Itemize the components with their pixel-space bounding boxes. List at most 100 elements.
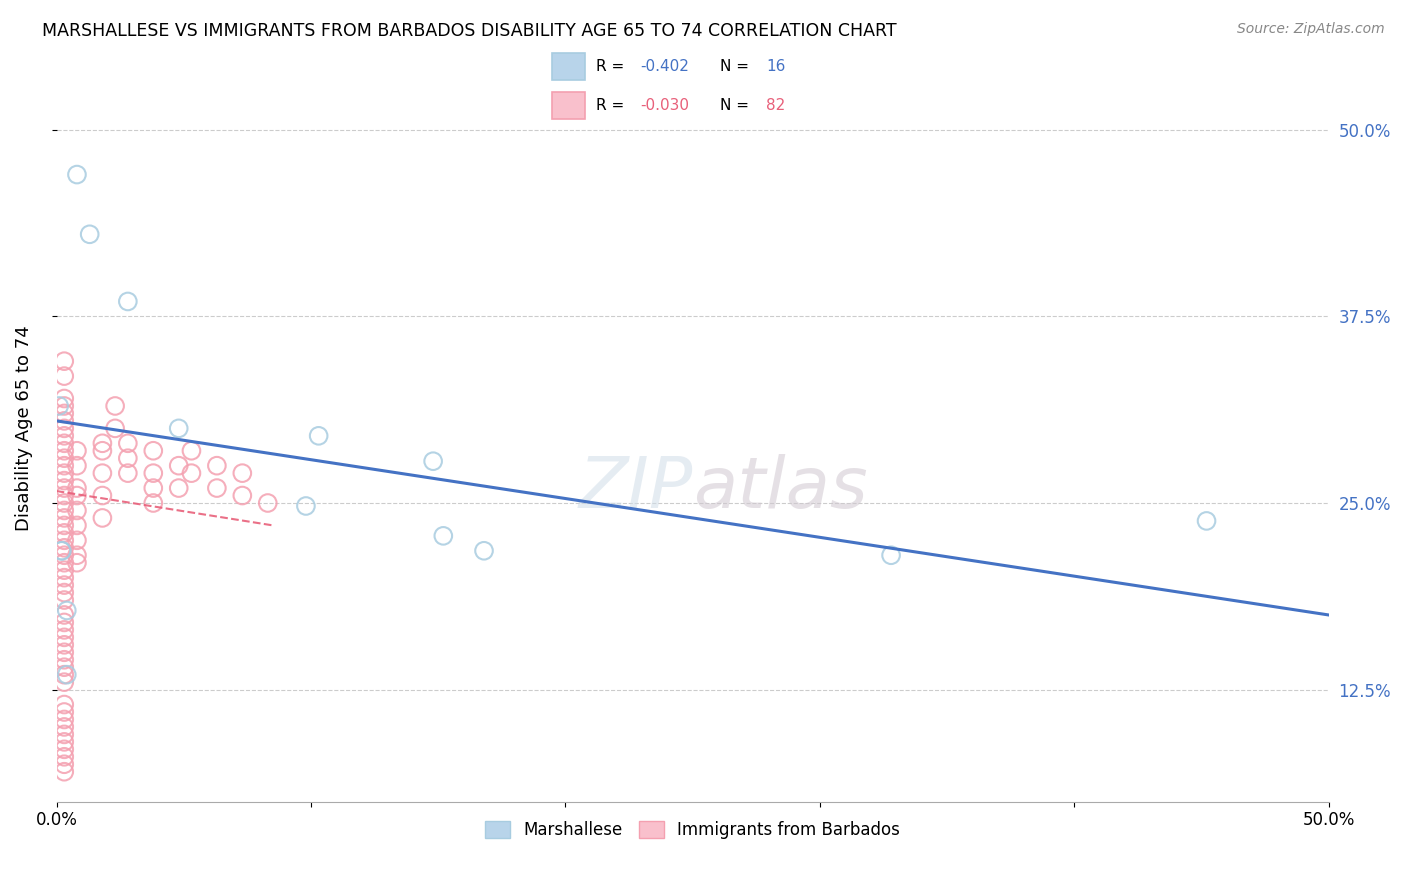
Point	[51, 543, 73, 558]
Point	[53, 615, 76, 630]
Point	[472, 543, 495, 558]
Point	[422, 454, 444, 468]
Point	[1195, 514, 1218, 528]
Point	[53, 698, 76, 712]
Point	[53, 556, 76, 570]
Point	[66, 168, 89, 182]
Point	[53, 623, 76, 637]
Point	[53, 503, 76, 517]
Point	[53, 496, 76, 510]
Point	[91, 436, 114, 450]
Point	[142, 466, 165, 480]
Point	[205, 458, 228, 473]
Point	[56, 667, 79, 681]
Point	[117, 466, 139, 480]
Legend: Marshallese, Immigrants from Barbados: Marshallese, Immigrants from Barbados	[478, 814, 907, 846]
Point	[53, 414, 76, 428]
Point	[205, 481, 228, 495]
Point	[53, 631, 76, 645]
Point	[53, 720, 76, 734]
Point	[53, 429, 76, 443]
Text: R =: R =	[596, 98, 630, 113]
Point	[53, 436, 76, 450]
Point	[180, 443, 202, 458]
Point	[53, 660, 76, 674]
Text: N =: N =	[720, 59, 754, 74]
Point	[91, 443, 114, 458]
Point	[66, 548, 89, 562]
Text: Source: ZipAtlas.com: Source: ZipAtlas.com	[1237, 22, 1385, 37]
Point	[91, 466, 114, 480]
Point	[167, 481, 190, 495]
Point	[53, 607, 76, 622]
Point	[53, 518, 76, 533]
Point	[66, 481, 89, 495]
Text: -0.402: -0.402	[640, 59, 689, 74]
Text: MARSHALLESE VS IMMIGRANTS FROM BARBADOS DISABILITY AGE 65 TO 74 CORRELATION CHAR: MARSHALLESE VS IMMIGRANTS FROM BARBADOS …	[42, 22, 897, 40]
Point	[53, 578, 76, 592]
Point	[142, 496, 165, 510]
Point	[53, 675, 76, 690]
Point	[53, 541, 76, 555]
Point	[53, 585, 76, 599]
Point	[53, 525, 76, 540]
Bar	[553, 54, 585, 80]
Point	[53, 511, 76, 525]
Point	[53, 571, 76, 585]
Point	[53, 667, 76, 681]
Point	[53, 645, 76, 659]
Point	[66, 458, 89, 473]
Text: R =: R =	[596, 59, 630, 74]
Point	[167, 458, 190, 473]
Y-axis label: Disability Age 65 to 74: Disability Age 65 to 74	[15, 326, 32, 532]
Point	[66, 556, 89, 570]
Point	[53, 489, 76, 503]
Point	[91, 489, 114, 503]
Point	[53, 749, 76, 764]
Point	[142, 481, 165, 495]
Point	[79, 227, 101, 242]
Point	[53, 406, 76, 420]
Point	[66, 503, 89, 517]
Point	[104, 421, 127, 435]
Point	[53, 474, 76, 488]
Point	[66, 533, 89, 548]
Point	[53, 764, 76, 779]
Point	[117, 436, 139, 450]
Point	[53, 481, 76, 495]
Point	[66, 489, 89, 503]
Point	[53, 563, 76, 577]
Point	[53, 735, 76, 749]
Point	[66, 443, 89, 458]
Point	[53, 443, 76, 458]
Point	[180, 466, 202, 480]
Text: 82: 82	[766, 98, 786, 113]
Point	[231, 489, 253, 503]
Point	[295, 499, 318, 513]
Point	[53, 369, 76, 384]
Point	[117, 451, 139, 466]
Point	[53, 705, 76, 719]
Point	[51, 543, 73, 558]
Point	[142, 443, 165, 458]
Text: -0.030: -0.030	[640, 98, 689, 113]
Point	[91, 511, 114, 525]
Point	[117, 294, 139, 309]
Point	[53, 638, 76, 652]
Point	[53, 392, 76, 406]
Bar	[553, 92, 585, 120]
Point	[104, 399, 127, 413]
Point	[231, 466, 253, 480]
Text: atlas: atlas	[693, 453, 868, 523]
Point	[53, 458, 76, 473]
Point	[53, 548, 76, 562]
Point	[53, 727, 76, 741]
Point	[308, 429, 330, 443]
Point	[53, 399, 76, 413]
Point	[880, 548, 903, 562]
Point	[53, 713, 76, 727]
Point	[53, 421, 76, 435]
Point	[53, 354, 76, 368]
Point	[53, 451, 76, 466]
Text: 16: 16	[766, 59, 786, 74]
